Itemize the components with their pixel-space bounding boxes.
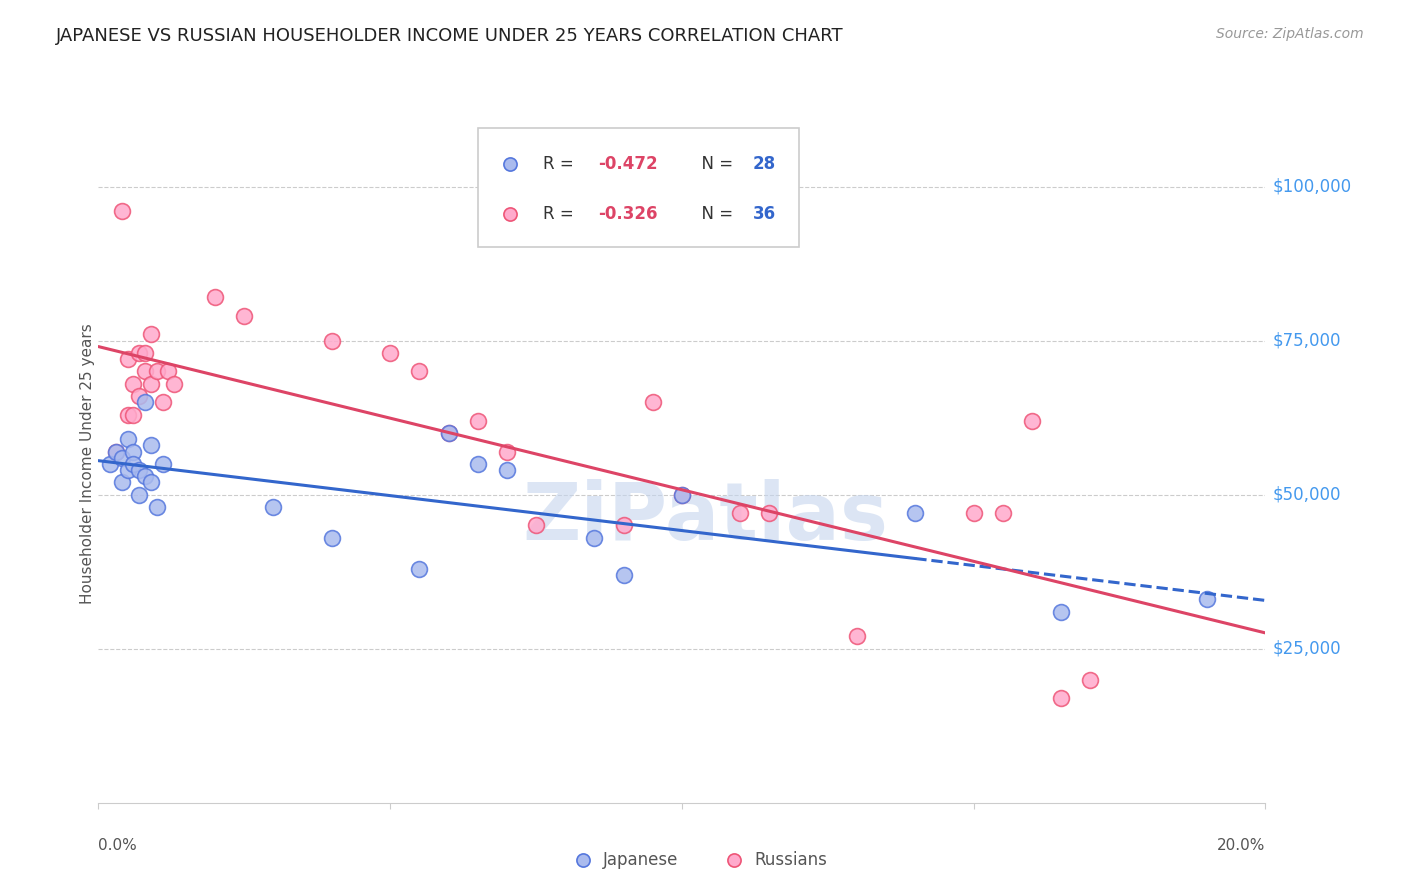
Point (139, 475, 162, 490)
Point (117, 463, 139, 477)
Text: $100,000: $100,000 (1272, 178, 1351, 195)
Point (671, 488, 693, 502)
FancyBboxPatch shape (478, 128, 799, 247)
Point (378, 346, 402, 360)
Point (152, 457, 174, 471)
Text: N =: N = (692, 155, 738, 173)
Text: Russians: Russians (754, 852, 827, 870)
Point (495, 444, 517, 458)
Point (467, 414, 489, 428)
Point (134, 469, 156, 483)
Text: R =: R = (543, 155, 579, 173)
Point (758, 506, 780, 520)
Point (233, 309, 256, 323)
Point (904, 506, 927, 520)
Point (1080, 673, 1102, 687)
Point (134, 364, 156, 378)
Point (122, 408, 145, 422)
Point (612, 567, 634, 582)
Point (845, 629, 868, 643)
Text: $75,000: $75,000 (1272, 332, 1341, 350)
Point (104, 444, 127, 458)
Point (111, 450, 134, 465)
Text: ZiPatlas: ZiPatlas (522, 479, 889, 558)
Point (139, 438, 162, 452)
Point (139, 376, 162, 391)
Point (117, 432, 139, 446)
Point (117, 352, 139, 367)
Point (583, 531, 606, 545)
Text: -0.472: -0.472 (598, 155, 658, 173)
Point (111, 475, 134, 490)
Point (321, 334, 343, 348)
Y-axis label: Householder Income Under 25 years: Householder Income Under 25 years (80, 324, 94, 604)
Point (612, 518, 634, 533)
Point (134, 395, 156, 409)
Point (262, 500, 284, 514)
Point (671, 488, 693, 502)
Point (524, 518, 547, 533)
Point (128, 389, 150, 403)
Point (467, 457, 489, 471)
Point (122, 444, 145, 458)
Text: -0.326: -0.326 (598, 205, 658, 223)
Text: N =: N = (692, 205, 738, 223)
Point (122, 376, 145, 391)
Point (146, 364, 169, 378)
Point (1195, 592, 1218, 607)
Point (962, 506, 984, 520)
Point (1050, 691, 1073, 706)
Point (134, 346, 156, 360)
Text: Source: ZipAtlas.com: Source: ZipAtlas.com (1216, 27, 1364, 41)
Point (1050, 605, 1073, 619)
Point (139, 327, 162, 342)
Point (408, 561, 430, 575)
Text: R =: R = (543, 205, 579, 223)
Text: 36: 36 (754, 205, 776, 223)
Point (991, 506, 1014, 520)
Point (408, 364, 430, 378)
Point (321, 531, 343, 545)
Text: 20.0%: 20.0% (1218, 838, 1265, 854)
Point (98, 457, 121, 471)
Point (437, 425, 460, 440)
Point (111, 204, 134, 219)
Point (157, 364, 180, 378)
Point (104, 444, 127, 458)
Point (146, 500, 169, 514)
Point (128, 488, 150, 502)
Text: $50,000: $50,000 (1272, 485, 1341, 504)
Point (1021, 414, 1043, 428)
Point (437, 425, 460, 440)
Point (122, 457, 145, 471)
Point (128, 463, 150, 477)
Point (117, 408, 139, 422)
Text: Japanese: Japanese (603, 852, 678, 870)
Text: $25,000: $25,000 (1272, 640, 1341, 657)
Text: JAPANESE VS RUSSIAN HOUSEHOLDER INCOME UNDER 25 YEARS CORRELATION CHART: JAPANESE VS RUSSIAN HOUSEHOLDER INCOME U… (56, 27, 844, 45)
Point (152, 395, 174, 409)
Point (128, 346, 150, 360)
Text: 0.0%: 0.0% (98, 838, 138, 854)
Point (728, 506, 751, 520)
Point (163, 376, 186, 391)
Point (204, 290, 226, 304)
Point (495, 463, 517, 477)
Point (641, 395, 664, 409)
Text: 28: 28 (754, 155, 776, 173)
